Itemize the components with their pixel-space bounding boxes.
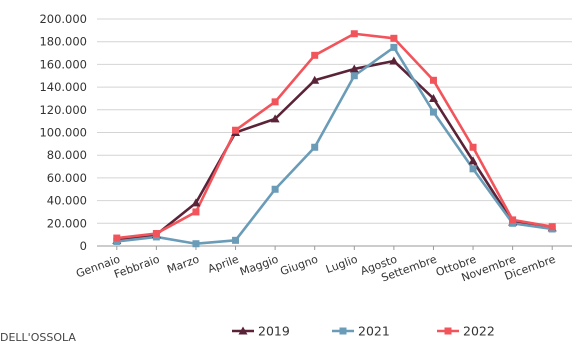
x-tick-label: Giugno [278,253,320,279]
data-point-2022 [429,76,437,84]
data-point-2021 [271,185,279,193]
data-point-2022 [192,208,200,216]
series-lines [116,32,553,246]
y-tick-label: 120.000 [39,103,87,117]
series-line-2022 [116,32,553,240]
y-tick-label: 60.000 [47,171,87,185]
footer-text: DELL'OSSOLA [0,331,76,344]
legend-marker-2021 [339,327,347,335]
data-point-2021 [350,72,358,80]
y-tick-label: 100.000 [39,126,87,140]
data-point-2021 [192,240,200,248]
data-point-2022 [548,223,556,231]
series-line-2019 [116,59,553,242]
x-tick-label: Maggio [238,253,280,279]
legend-marker-2019 [238,326,248,335]
y-tick-label: 140.000 [39,80,87,94]
data-point-2022 [271,98,279,106]
series-markers [112,30,557,248]
data-point-2022 [311,51,319,59]
legend: 2019 2021 2022 [232,324,495,339]
data-point-2019 [270,114,280,123]
legend-marker-2022 [444,327,452,335]
x-tick-label: Luglio [324,253,359,277]
y-tick-label: 20.000 [47,216,87,230]
data-point-2021 [469,165,477,173]
data-point-2019 [310,75,320,84]
x-tick-label: Febbraio [112,253,161,282]
data-point-2022 [390,34,398,42]
data-point-2022 [509,216,517,224]
y-tick-label: 40.000 [47,194,87,208]
data-point-2021 [429,108,437,116]
legend-label-2021: 2021 [358,324,390,339]
y-axis-ticks: 0 20.000 40.000 60.000 80.000 100.000 120.000 1… [39,12,87,253]
y-tick-label: 160.000 [39,57,87,71]
data-point-2021 [390,43,398,51]
data-point-2019 [389,56,399,65]
data-point-2022 [350,30,358,38]
data-point-2022 [232,126,240,134]
gridlines [97,18,572,247]
data-point-2019 [349,64,359,73]
data-point-2019 [428,93,438,102]
y-tick-label: 200.000 [39,12,87,26]
data-point-2021 [311,143,319,151]
data-point-2022 [469,143,477,151]
legend-label-2022: 2022 [463,324,495,339]
y-tick-label: 0 [80,239,87,253]
data-point-2022 [152,230,160,238]
data-point-2019 [191,198,201,207]
x-tick-label: Aprile [206,253,241,276]
y-tick-label: 80.000 [47,148,87,162]
x-tick-label: Marzo [165,253,201,277]
y-tick-label: 180.000 [39,35,87,49]
data-point-2021 [232,236,240,244]
data-point-2019 [468,156,478,165]
legend-label-2019: 2019 [258,324,290,339]
data-point-2022 [113,234,121,242]
series-line-2021 [116,46,553,246]
